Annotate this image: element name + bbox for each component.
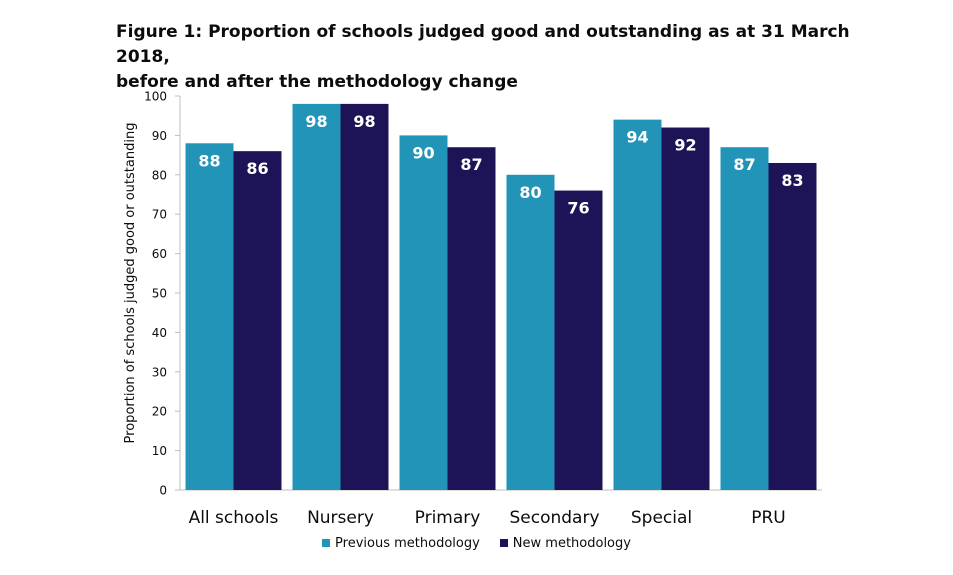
y-tick-label: 50 bbox=[152, 287, 167, 301]
y-tick-label: 30 bbox=[152, 365, 167, 379]
data-label: 92 bbox=[674, 136, 696, 155]
chart-title-line-2: before and after the methodology change bbox=[116, 72, 518, 92]
legend-swatch bbox=[499, 538, 508, 547]
data-label: 87 bbox=[733, 155, 755, 174]
x-category-label: PRU bbox=[751, 508, 786, 528]
y-tick-label: 10 bbox=[152, 444, 167, 458]
y-tick-label: 20 bbox=[152, 405, 167, 419]
bar-previous-0 bbox=[185, 143, 234, 490]
bar-new-3 bbox=[554, 190, 603, 490]
data-label: 94 bbox=[626, 128, 648, 147]
y-tick-label: 40 bbox=[152, 326, 167, 340]
y-tick-label: 100 bbox=[144, 90, 167, 104]
x-category-label: Nursery bbox=[307, 508, 374, 528]
x-category-label: Secondary bbox=[509, 508, 599, 528]
bar-previous-3 bbox=[506, 174, 555, 491]
chart-title: Figure 1: Proportion of schools judged g… bbox=[116, 20, 876, 95]
bar-new-0 bbox=[233, 151, 282, 490]
data-label: 98 bbox=[353, 112, 375, 131]
y-tick-label: 60 bbox=[152, 247, 167, 261]
bar-previous-5 bbox=[720, 147, 769, 490]
data-label: 76 bbox=[567, 199, 589, 218]
bar-new-4 bbox=[661, 127, 710, 491]
chart-title-line-1: Figure 1: Proportion of schools judged g… bbox=[116, 22, 850, 67]
y-tick-label: 0 bbox=[159, 484, 167, 498]
bar-previous-4 bbox=[613, 119, 662, 490]
data-label: 83 bbox=[781, 171, 803, 190]
y-tick-label: 90 bbox=[152, 129, 167, 143]
y-tick-label: 80 bbox=[152, 168, 167, 182]
data-label: 98 bbox=[305, 112, 327, 131]
data-label: 86 bbox=[246, 159, 268, 178]
legend-item-new: New methodology bbox=[499, 536, 631, 551]
x-category-label: Special bbox=[631, 508, 692, 528]
data-label: 88 bbox=[198, 151, 220, 170]
chart-legend: Previous methodology New methodology bbox=[0, 536, 953, 551]
data-label: 90 bbox=[412, 143, 434, 162]
bar-new-1 bbox=[340, 103, 389, 490]
x-category-label: All schools bbox=[189, 508, 279, 528]
data-label: 87 bbox=[460, 155, 482, 174]
y-tick-label: 70 bbox=[152, 208, 167, 222]
bar-previous-1 bbox=[292, 103, 341, 490]
bar-new-5 bbox=[768, 162, 817, 491]
y-axis-title: Proportion of schools judged good or out… bbox=[123, 123, 138, 444]
legend-swatch bbox=[322, 538, 331, 547]
bar-previous-2 bbox=[399, 135, 448, 490]
legend-label: Previous methodology bbox=[335, 536, 480, 551]
x-category-label: Primary bbox=[415, 508, 481, 528]
legend-item-previous: Previous methodology bbox=[322, 536, 480, 551]
data-label: 80 bbox=[519, 183, 541, 202]
bar-new-2 bbox=[447, 147, 496, 490]
legend-label: New methodology bbox=[512, 536, 631, 551]
